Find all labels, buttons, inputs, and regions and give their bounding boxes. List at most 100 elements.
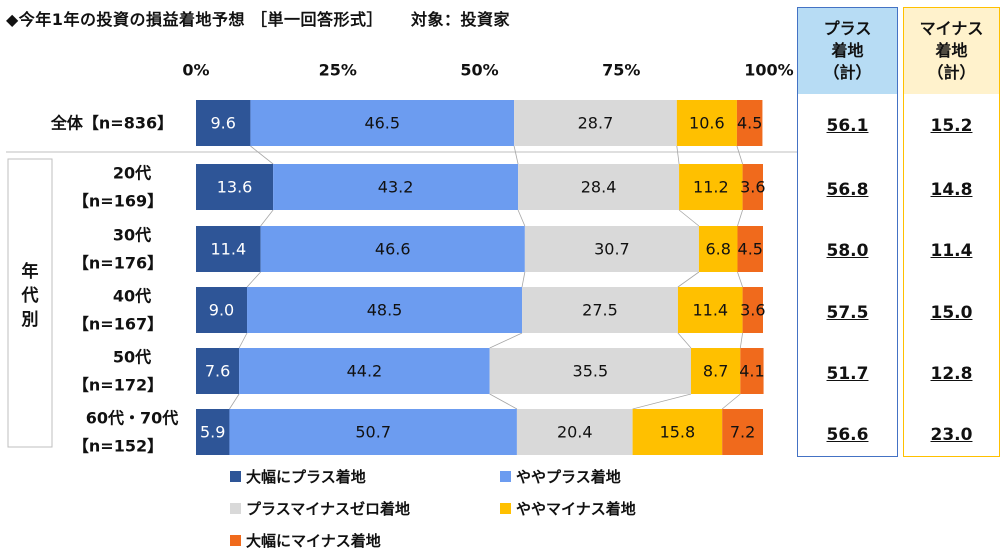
chart-title: ◆今年1年の投資の損益着地予想 ［単一回答形式］ 対象：投資家 <box>6 6 510 30</box>
bar-segment <box>229 409 517 455</box>
x-tick-label: 0% <box>182 61 209 80</box>
category-label: 20代 <box>113 164 151 183</box>
bar-segment <box>247 287 523 333</box>
category-label: 30代 <box>113 226 151 245</box>
connector-line <box>677 332 692 349</box>
connector-line <box>517 209 526 227</box>
connector-line <box>736 145 743 165</box>
plus-header-line2: 着地 <box>831 41 864 60</box>
legend-swatch <box>500 471 511 482</box>
bar-value-label: 5.9 <box>200 423 225 442</box>
bar-segment <box>273 164 519 210</box>
category-label: 60代・70代 <box>86 409 179 428</box>
connector-line <box>737 209 743 227</box>
title-type: ［単一回答形式］ <box>251 10 384 29</box>
category-label: 40代 <box>113 287 151 306</box>
plus-total-header: プラス 着地 （計） <box>798 8 897 94</box>
category-label: 【n=172】 <box>73 376 163 395</box>
plus-total-value: 57.5 <box>826 303 869 323</box>
bar-segment <box>522 287 678 333</box>
bar-value-label: 15.8 <box>660 423 696 442</box>
legend-swatch <box>230 471 241 482</box>
minus-header-line3: （計） <box>927 63 976 82</box>
connector-line <box>521 271 526 288</box>
connector-line <box>737 271 743 288</box>
legend-item: 大幅にマイナス着地 <box>230 530 381 551</box>
bar-value-label: 10.6 <box>689 114 725 133</box>
legend-label: ややマイナス着地 <box>516 500 636 518</box>
bar-segment <box>518 164 680 210</box>
plus-total-value: 56.6 <box>826 425 869 445</box>
bar-segment <box>740 348 764 394</box>
bar-value-label: 3.6 <box>740 178 765 197</box>
bar-value-label: 8.7 <box>703 362 728 381</box>
bar-value-label: 28.4 <box>581 178 617 197</box>
minus-total-column: マイナス 着地 （計） 15.2 14.8 11.4 15.0 12.8 23.… <box>903 7 1000 457</box>
bar-segment <box>196 226 261 272</box>
group-label-char: 年 <box>22 261 39 282</box>
legend-item: ややプラス着地 <box>500 466 621 487</box>
bar-segment <box>676 100 737 146</box>
connector-line <box>260 209 274 227</box>
connector-line <box>678 209 700 227</box>
bar-segment <box>196 409 230 455</box>
connector-line <box>677 271 700 288</box>
category-label: 【n=169】 <box>73 192 163 211</box>
minus-header-line2: 着地 <box>935 41 968 60</box>
bar-segment <box>514 100 677 146</box>
bar-value-label: 11.2 <box>693 178 729 197</box>
bar-segment <box>742 164 763 210</box>
legend-swatch <box>230 535 241 546</box>
bar-value-label: 28.7 <box>578 114 614 133</box>
connector-line <box>721 393 741 410</box>
plus-header-line3: （計） <box>823 63 872 82</box>
plus-total-value: 56.8 <box>826 180 869 200</box>
legend-item: プラスマイナスゼロ着地 <box>230 498 410 519</box>
bar-segment <box>260 226 525 272</box>
group-bracket <box>7 158 53 448</box>
minus-total-value: 14.8 <box>930 180 973 200</box>
bar-segment <box>698 226 738 272</box>
bar-segment <box>516 409 633 455</box>
legend-label: プラスマイナスゼロ着地 <box>246 500 410 518</box>
bar-segment <box>196 348 240 394</box>
title-target: 対象：投資家 <box>411 10 511 29</box>
connector-line <box>632 393 692 410</box>
connector-line <box>489 393 518 410</box>
category-label: 【n=152】 <box>73 437 163 456</box>
bar-value-label: 46.6 <box>375 240 411 259</box>
connector-line <box>739 332 743 349</box>
legend-item: 大幅にプラス着地 <box>230 466 366 487</box>
bar-value-label: 27.5 <box>582 301 618 320</box>
bar-value-label: 43.2 <box>378 178 414 197</box>
minus-total-value: 12.8 <box>930 364 973 384</box>
legend-label: 大幅にプラス着地 <box>246 468 366 486</box>
minus-total-value: 15.2 <box>930 116 973 136</box>
bar-segment <box>239 348 490 394</box>
connector-line <box>238 332 248 349</box>
bar-value-label: 7.2 <box>730 423 755 442</box>
bar-segment <box>677 287 743 333</box>
bar-value-label: 9.6 <box>210 114 235 133</box>
bar-value-label: 6.8 <box>705 240 730 259</box>
category-label: 【n=176】 <box>73 254 163 273</box>
legend-item: ややマイナス着地 <box>500 498 636 519</box>
bar-segment <box>632 409 723 455</box>
plus-total-value: 51.7 <box>826 364 869 384</box>
group-label-char: 別 <box>21 310 39 330</box>
bar-segment <box>196 287 248 333</box>
bar-value-label: 11.4 <box>692 301 728 320</box>
bar-value-label: 11.4 <box>211 240 247 259</box>
connector-line <box>246 271 261 288</box>
x-tick-label: 50% <box>460 61 498 80</box>
connector-line <box>250 145 274 165</box>
minus-total-value: 23.0 <box>930 425 973 445</box>
minus-total-header: マイナス 着地 （計） <box>904 8 999 94</box>
plus-total-value: 56.1 <box>826 116 869 136</box>
connector-line <box>676 145 680 165</box>
connector-line <box>513 145 519 165</box>
category-label: 【n=167】 <box>73 315 163 334</box>
plus-total-column: プラス 着地 （計） 56.1 56.8 58.0 57.5 51.7 56.6 <box>797 7 898 457</box>
